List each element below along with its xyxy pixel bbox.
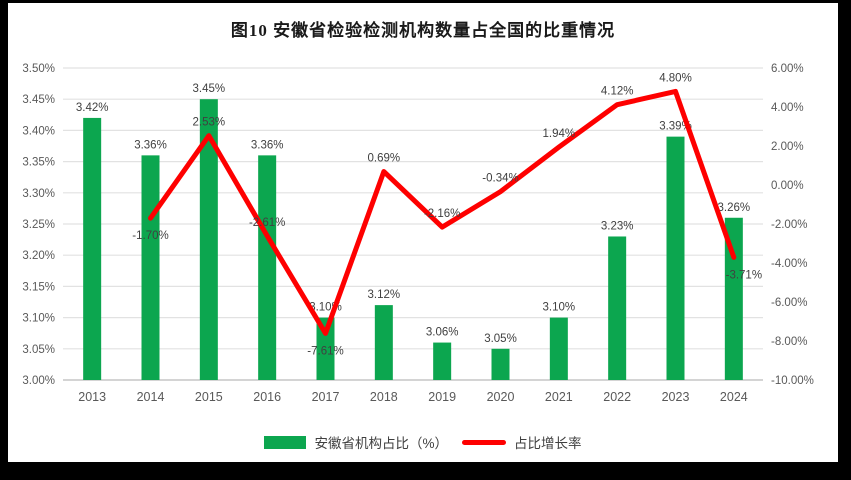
x-axis-category-label: 2015 bbox=[195, 390, 223, 404]
left-axis-tick-label: 3.25% bbox=[22, 219, 55, 231]
bar-data-label: 3.39% bbox=[659, 121, 692, 133]
bar-2018 bbox=[374, 305, 393, 380]
left-axis-tick-label: 3.45% bbox=[22, 94, 55, 106]
x-axis-category-label: 2017 bbox=[312, 390, 340, 404]
legend-bar-label: 安徽省机构占比（%） bbox=[314, 436, 448, 451]
combo-chart: 3.50% 3.45% 3.40% 3.35% 3.30% 3.25% 3.20% 3.15%… bbox=[22, 63, 814, 404]
line-data-label: -1.70% bbox=[132, 230, 168, 242]
x-axis-category-label: 2014 bbox=[137, 390, 165, 404]
x-axis-category-label: 2022 bbox=[603, 390, 631, 404]
left-axis-tick-label: 3.00% bbox=[22, 375, 55, 387]
bar-2013 bbox=[83, 117, 102, 381]
bar-series-swatch-icon bbox=[264, 435, 307, 449]
bar-2024 bbox=[724, 217, 743, 380]
x-axis-category-label: 2018 bbox=[370, 390, 398, 404]
bar-2019 bbox=[433, 342, 452, 380]
bar-data-label: 3.45% bbox=[193, 83, 226, 95]
x-axis-category-label: 2023 bbox=[662, 390, 690, 404]
growth-rate-line bbox=[148, 88, 737, 336]
line-data-label: -0.34% bbox=[482, 173, 518, 185]
bar-data-label: 3.26% bbox=[718, 202, 751, 214]
bar-data-label: 3.23% bbox=[601, 220, 634, 232]
x-axis-category-label: 2019 bbox=[428, 390, 456, 404]
bar-2020 bbox=[491, 348, 510, 380]
x-axis-category-label: 2024 bbox=[720, 390, 748, 404]
line-data-label: 2.53% bbox=[193, 117, 226, 129]
right-axis-tick-label: 6.00% bbox=[771, 63, 804, 75]
bar-2017 bbox=[316, 317, 335, 380]
x-axis-category-label: 2013 bbox=[78, 390, 106, 404]
line-data-label: -7.61% bbox=[307, 345, 343, 357]
right-axis-tick-label: -10.00% bbox=[771, 375, 814, 387]
right-axis-tick-label: -2.00% bbox=[771, 219, 807, 231]
left-axis-tick-label: 3.50% bbox=[22, 63, 55, 75]
legend-line-label: 占比增长率 bbox=[514, 436, 582, 451]
left-axis-tick-label: 3.40% bbox=[22, 125, 55, 137]
line-data-label: 0.69% bbox=[368, 153, 401, 165]
left-axis-tick-label: 3.15% bbox=[22, 281, 55, 293]
bar-data-label: 3.05% bbox=[484, 333, 517, 345]
right-axis-tick-label: 4.00% bbox=[771, 102, 804, 114]
line-data-label: -2.16% bbox=[424, 208, 460, 220]
line-data-label: -3.71% bbox=[726, 269, 762, 281]
line-data-label: 1.94% bbox=[543, 128, 576, 140]
bar-2021 bbox=[549, 317, 568, 380]
x-axis-category-label: 2021 bbox=[545, 390, 573, 404]
legend-entry-line: 占比增长率 bbox=[462, 432, 582, 452]
chart-title: 图10 安徽省检验检测机构数量占全国的比重情况 bbox=[230, 21, 616, 40]
bar-data-label: 3.06% bbox=[426, 327, 459, 339]
left-axis-tick-label: 3.30% bbox=[22, 188, 55, 200]
right-axis-tick-label: -6.00% bbox=[771, 297, 807, 309]
line-data-label: -2.61% bbox=[249, 217, 285, 229]
right-axis-tick-label: 2.00% bbox=[771, 141, 804, 153]
bar-data-label: 3.36% bbox=[251, 139, 284, 151]
bar-data-label: 3.36% bbox=[134, 139, 167, 151]
bar-2022 bbox=[608, 236, 627, 380]
line-series-swatch-icon bbox=[462, 439, 506, 445]
legend-entry-bar: 安徽省机构占比（%） bbox=[264, 432, 448, 452]
chart-area: 图10 安徽省检验检测机构数量占全国的比重情况 3.50% 3.45% 3.40% 3… bbox=[8, 3, 838, 462]
line-data-label: 4.12% bbox=[601, 86, 634, 98]
bar-2023 bbox=[666, 136, 685, 380]
bar-data-label: 3.10% bbox=[543, 302, 576, 314]
left-axis-tick-label: 3.35% bbox=[22, 157, 55, 169]
right-axis-tick-label: -8.00% bbox=[771, 336, 807, 348]
bar-data-label: 3.12% bbox=[368, 289, 401, 301]
x-axis-category-label: 2016 bbox=[253, 390, 281, 404]
left-axis-tick-label: 3.10% bbox=[22, 313, 55, 325]
right-axis-tick-label: 0.00% bbox=[771, 180, 804, 192]
bar-data-label: 3.42% bbox=[76, 102, 109, 114]
right-axis-tick-label: -4.00% bbox=[771, 258, 807, 270]
line-data-label: 4.80% bbox=[659, 72, 692, 84]
bar-2016 bbox=[258, 155, 277, 380]
x-axis-category-label: 2020 bbox=[487, 390, 515, 404]
left-axis-tick-label: 3.05% bbox=[22, 344, 55, 356]
left-axis-tick-label: 3.20% bbox=[22, 250, 55, 262]
bar-2015 bbox=[199, 99, 218, 380]
chart-legend: 安徽省机构占比（%） 占比增长率 bbox=[8, 432, 838, 452]
bar-2014 bbox=[141, 155, 160, 380]
